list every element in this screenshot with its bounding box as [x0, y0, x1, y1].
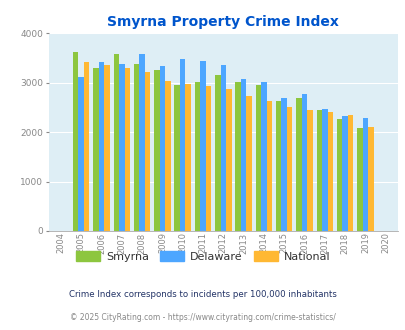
- Bar: [159, 66, 165, 231]
- Bar: [179, 59, 185, 231]
- Bar: [286, 107, 292, 231]
- Bar: [275, 101, 281, 231]
- Bar: [307, 110, 312, 231]
- Bar: [246, 96, 251, 231]
- Bar: [104, 65, 109, 231]
- Bar: [321, 109, 327, 231]
- Bar: [205, 86, 211, 231]
- Bar: [260, 82, 266, 231]
- Bar: [266, 101, 271, 231]
- Bar: [220, 65, 226, 231]
- Bar: [235, 82, 240, 231]
- Text: Crime Index corresponds to incidents per 100,000 inhabitants: Crime Index corresponds to incidents per…: [69, 290, 336, 299]
- Bar: [154, 70, 159, 231]
- Bar: [215, 75, 220, 231]
- Bar: [200, 61, 205, 231]
- Bar: [327, 112, 332, 231]
- Bar: [316, 110, 321, 231]
- Bar: [341, 116, 347, 231]
- Bar: [255, 85, 260, 231]
- Bar: [356, 128, 362, 231]
- Bar: [194, 82, 200, 231]
- Bar: [281, 98, 286, 231]
- Bar: [362, 118, 367, 231]
- Bar: [226, 89, 231, 231]
- Title: Smyrna Property Crime Index: Smyrna Property Crime Index: [107, 15, 339, 29]
- Bar: [113, 54, 119, 231]
- Bar: [98, 62, 104, 231]
- Bar: [93, 68, 98, 231]
- Bar: [119, 64, 124, 231]
- Bar: [165, 81, 170, 231]
- Bar: [367, 127, 373, 231]
- Bar: [296, 98, 301, 231]
- Bar: [347, 115, 352, 231]
- Bar: [301, 94, 307, 231]
- Bar: [78, 77, 84, 231]
- Bar: [139, 54, 145, 231]
- Bar: [73, 52, 78, 231]
- Bar: [185, 84, 190, 231]
- Bar: [84, 62, 89, 231]
- Bar: [134, 64, 139, 231]
- Bar: [145, 72, 150, 231]
- Legend: Smyrna, Delaware, National: Smyrna, Delaware, National: [71, 247, 334, 267]
- Bar: [174, 85, 179, 231]
- Bar: [336, 119, 341, 231]
- Bar: [124, 68, 130, 231]
- Bar: [240, 79, 246, 231]
- Text: © 2025 CityRating.com - https://www.cityrating.com/crime-statistics/: © 2025 CityRating.com - https://www.city…: [70, 313, 335, 322]
